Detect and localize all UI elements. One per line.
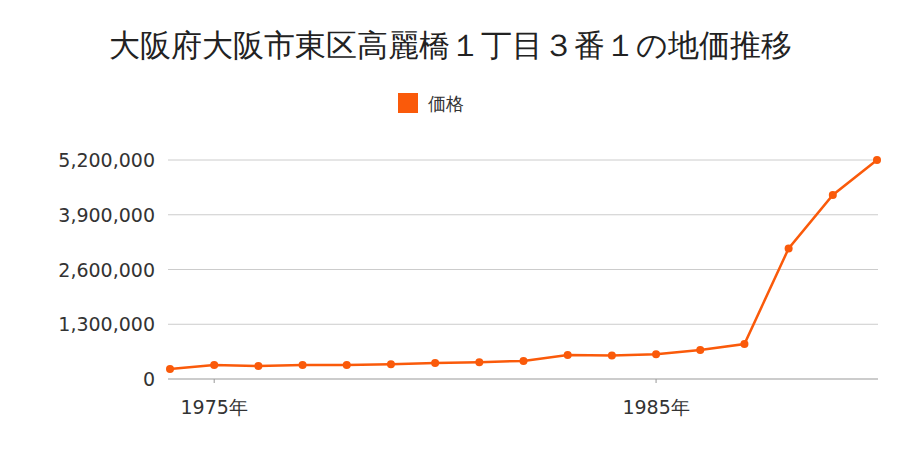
point bbox=[343, 361, 351, 369]
y-tick-label: 2,600,000 bbox=[58, 259, 155, 281]
y-tick-label: 0 bbox=[143, 368, 155, 390]
point bbox=[254, 362, 262, 370]
x-tick-label: 1975年 bbox=[181, 396, 248, 418]
y-tick-label: 3,900,000 bbox=[58, 204, 155, 226]
grid-line bbox=[168, 379, 878, 380]
point bbox=[431, 359, 439, 367]
legend-swatch bbox=[398, 93, 418, 113]
point bbox=[652, 350, 660, 358]
point bbox=[520, 357, 528, 365]
grid-line bbox=[168, 214, 878, 215]
point bbox=[387, 360, 395, 368]
point bbox=[829, 191, 837, 199]
point bbox=[564, 351, 572, 359]
point bbox=[785, 244, 793, 252]
line bbox=[170, 160, 877, 369]
point bbox=[299, 361, 307, 369]
y-tick-label: 1,300,000 bbox=[58, 313, 155, 335]
plot bbox=[166, 156, 881, 373]
grid-line bbox=[168, 324, 878, 325]
grid-line bbox=[168, 160, 878, 161]
y-tick-label: 5,200,000 bbox=[58, 149, 155, 171]
point bbox=[166, 365, 174, 373]
x-tick bbox=[214, 379, 215, 383]
point bbox=[210, 361, 218, 369]
title: 大阪府大阪市東区高麗橋１丁目３番１の地価推移 bbox=[109, 27, 792, 63]
grid-line bbox=[168, 269, 878, 270]
point bbox=[740, 340, 748, 348]
point bbox=[475, 358, 483, 366]
point bbox=[608, 351, 616, 359]
x-tick bbox=[656, 379, 657, 383]
x-tick-label: 1985年 bbox=[622, 396, 689, 418]
legend-label: 価格 bbox=[428, 93, 464, 114]
chart: 大阪府大阪市東区高麗橋１丁目３番１の地価推移価格 0 1,300,000 2,600,… bbox=[0, 0, 900, 450]
point bbox=[696, 346, 704, 354]
point bbox=[873, 156, 881, 164]
